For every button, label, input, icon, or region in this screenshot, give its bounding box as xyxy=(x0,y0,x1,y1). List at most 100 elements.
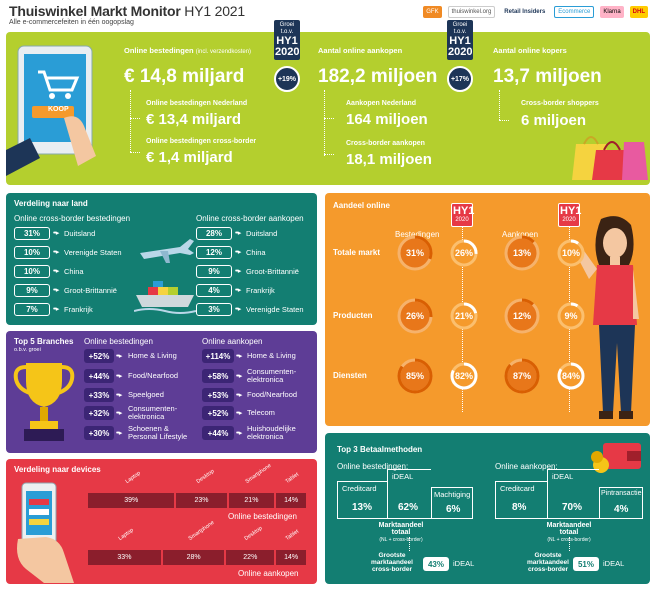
aandeel-aank-prev: 9% xyxy=(564,311,578,321)
smartphone-hand-illustration xyxy=(17,482,74,583)
betaal-panel: Top 3 Betaalmethoden Online bestedingen:… xyxy=(325,433,650,584)
cb-bestedingen-value: € 1,4 miljard xyxy=(146,149,233,166)
branch-right-pct: +52% xyxy=(202,406,234,420)
shopping-bags-illustration xyxy=(572,136,648,180)
branch-right-name: Home & Living xyxy=(247,351,296,360)
aankopen-cb-label: Cross-border aankopen xyxy=(346,140,425,147)
cb-aank-pct: 51% xyxy=(573,557,599,571)
branch-right-name: Food/Nearfood xyxy=(247,390,298,399)
land-right-pct: 9% xyxy=(196,265,232,278)
arrow-dots: ••▸ xyxy=(235,268,242,275)
dev-aank-segment: 14% xyxy=(276,550,308,565)
aandeel-row-label: Producten xyxy=(333,311,373,320)
branch-left-pct: +52% xyxy=(84,349,114,363)
aankopen-nl-label: Aankopen Nederland xyxy=(346,100,417,107)
land-col1: Online cross-border bestedingen xyxy=(14,214,131,223)
land-left-pct: 31% xyxy=(14,227,50,240)
aandeel-aank-ring xyxy=(504,235,540,271)
land-left-country: Frankrijk xyxy=(64,305,93,314)
land-right-pct: 3% xyxy=(196,303,232,316)
branch-left-pct: +30% xyxy=(84,426,114,440)
aankopen-cb-value: 18,1 miljoen xyxy=(346,151,432,168)
aandeel-best-ring xyxy=(397,358,433,394)
gfk-logo: GFK xyxy=(423,6,442,18)
markt-label-best: Marktaandeel totaal (NL + cross-border) xyxy=(378,522,424,543)
hy1-tag-best: HY1 2020 xyxy=(451,203,474,227)
cb-best-method: iDEAL xyxy=(453,559,475,568)
betaal-best-label: Online bestedingen: xyxy=(337,462,409,471)
branch-left-pct: +32% xyxy=(84,406,114,420)
land-left-country: Verenigde Staten xyxy=(64,248,122,257)
aandeel-row-label: Diensten xyxy=(333,371,367,380)
sponsor-logos: GFK thuiswinkel.org Retail Insiders Ecom… xyxy=(423,4,648,20)
arrow-dots: ••▸ xyxy=(116,353,123,360)
woman-pointing-illustration xyxy=(575,216,639,419)
land-right-pct: 12% xyxy=(196,246,232,259)
land-title: Verdeling naar land xyxy=(14,199,88,208)
aandeel-aank-prev: 10% xyxy=(561,248,580,258)
branch-right-name: Huishoudelijke elektronica xyxy=(247,424,296,441)
devices-panel: Verdeling naar devices Online bestedinge… xyxy=(6,459,317,584)
branch-right-pct: +53% xyxy=(202,388,234,402)
branch-right-pct: +114% xyxy=(202,349,234,363)
dev-aank-segment: 33% xyxy=(88,550,163,565)
nl-bestedingen-label: Online bestedingen Nederland xyxy=(146,100,248,107)
aandeel-aank: 13% xyxy=(512,248,531,258)
grootste-label-best: Grootste marktaandeel cross-border xyxy=(371,552,413,573)
branch-right-pct: +58% xyxy=(202,369,234,383)
land-right-pct: 28% xyxy=(196,227,232,240)
land-right-country: Verenigde Staten xyxy=(246,305,304,314)
branches-col2: Online aankopen xyxy=(202,337,263,346)
header: Thuiswinkel Markt Monitor HY1 2021 Alle … xyxy=(0,0,656,30)
tablet-hand-illustration xyxy=(6,45,96,176)
arrow-dots: ••▸ xyxy=(53,230,60,237)
branch-right-name: Telecom xyxy=(247,408,275,417)
arrow-dots: ••▸ xyxy=(53,249,60,256)
pay-best-1: Creditcard 13% xyxy=(337,481,387,519)
branch-left-pct: +44% xyxy=(84,369,114,383)
col-bestedingen: Bestedingen xyxy=(395,230,440,239)
arrow-dots: ••▸ xyxy=(235,287,242,294)
retail-logo: Retail Insiders xyxy=(504,9,546,15)
aandeel-best-prev-ring xyxy=(450,239,478,267)
shoppers-label: Cross-border shoppers xyxy=(521,100,599,107)
page-subtitle: Alle e-commercefeiten in één oogopslag xyxy=(9,19,134,26)
aankopen-label: Aantal online aankopen xyxy=(318,46,403,55)
trophy-icon xyxy=(13,363,75,441)
pay-aank-3: Pintransactie 4% xyxy=(599,487,643,519)
arrow-dots: ••▸ xyxy=(235,230,242,237)
online-bestedingen-value: € 14,8 miljard xyxy=(124,66,245,87)
arrow-dots: ••▸ xyxy=(236,392,243,399)
dev-best-device-label: Smartphone xyxy=(244,462,273,485)
hy1-tag-aank: HY1 2020 xyxy=(558,203,581,227)
pay-aank-1: Creditcard 8% xyxy=(495,481,547,519)
betaal-aank-label: Online aankopen: xyxy=(495,462,558,471)
devices-title: Verdeling naar devices xyxy=(14,465,101,474)
branch-right-pct: +44% xyxy=(202,426,234,440)
arrow-dots: ••▸ xyxy=(53,306,60,313)
groei-tag-1: Groei t.o.v. HY1 2020 xyxy=(274,20,300,60)
aandeel-best: 85% xyxy=(405,371,424,381)
aandeel-best-ring xyxy=(397,298,433,334)
aandeel-aank-prev-ring xyxy=(557,362,585,390)
aandeel-online-panel: Aandeel online HY1 2020 HY1 2020 Besteding… xyxy=(325,193,650,426)
land-left-pct: 10% xyxy=(14,265,50,278)
shoppers-value: 6 miljoen xyxy=(521,112,587,129)
overview-panel: KOOP Online bestedingen (incl. verzendko… xyxy=(6,20,650,185)
aandeel-best-prev: 82% xyxy=(454,371,473,381)
aandeel-best: 26% xyxy=(405,311,424,321)
branches-title: Top 5 Branches xyxy=(14,337,74,346)
arrow-dots: ••▸ xyxy=(116,373,123,380)
dev-aank-device-label: Laptop xyxy=(117,527,136,542)
arrow-dots: ••▸ xyxy=(235,306,242,313)
dev-best-bar-track: 39% 23% 21% 14% xyxy=(88,493,308,508)
branches-subtitle: o.b.v. groei xyxy=(14,347,41,353)
dev-aank-device-label: Tablet xyxy=(284,528,301,542)
aandeel-best-prev: 26% xyxy=(454,248,473,258)
branch-left-name: Schoenen & Personal Lifestyle xyxy=(128,424,188,441)
groei-tag-2: Groei t.o.v. HY1 2020 xyxy=(447,20,473,60)
aankopen-nl-value: 164 miljoen xyxy=(346,111,428,128)
arrow-dots: ••▸ xyxy=(53,268,60,275)
arrow-dots: ••▸ xyxy=(236,373,243,380)
pay-best-3: Machtiging 6% xyxy=(431,487,473,519)
